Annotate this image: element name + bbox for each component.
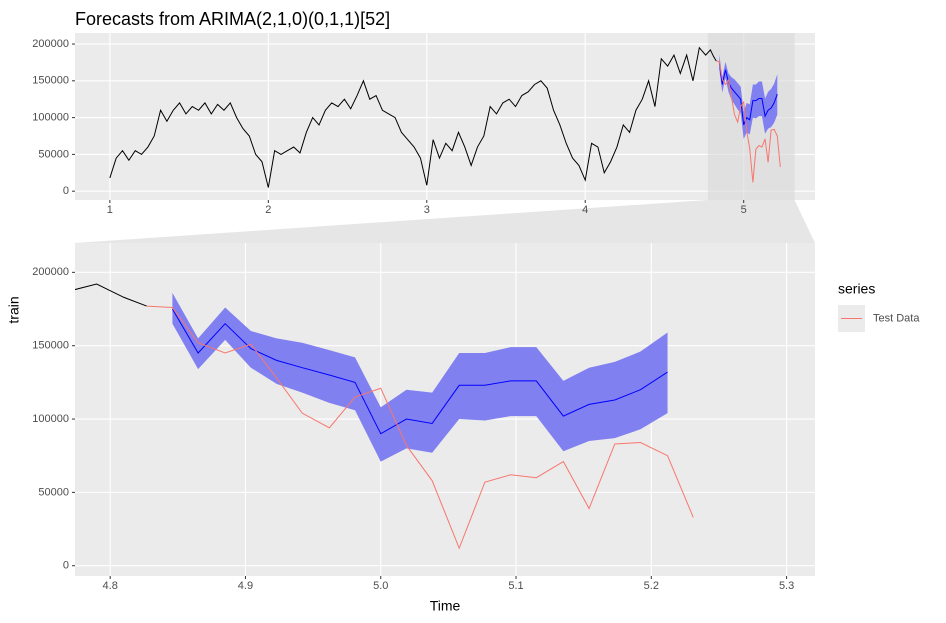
plot-area: [109, 46, 781, 188]
y-tick-label: 50000: [38, 486, 69, 498]
x-tick-label: 5.3: [779, 580, 794, 592]
legend-label: Test Data: [873, 312, 920, 324]
x-tick-label: 4: [582, 204, 588, 216]
x-tick-label: 3: [424, 204, 430, 216]
x-tick-label: 4.8: [103, 580, 118, 592]
series-line: [109, 46, 717, 188]
y-tick-label: 100000: [32, 413, 69, 425]
x-tick-label: 5: [741, 204, 747, 216]
x-tick-label: 5.1: [508, 580, 523, 592]
y-tick-label: 100000: [32, 112, 69, 124]
y-tick-label: 0: [63, 185, 69, 197]
x-tick-label: 5.0: [373, 580, 388, 592]
x-tick-label: 2: [265, 204, 271, 216]
y-tick-label: 150000: [32, 340, 69, 352]
series-line: [716, 60, 781, 183]
y-tick-label: 200000: [32, 266, 69, 278]
prediction-band: [719, 54, 778, 139]
x-tick-label: 4.9: [238, 580, 253, 592]
x-tick-label: 5.2: [644, 580, 659, 592]
x-axis-label: Time: [430, 598, 461, 614]
y-axis-label: train: [6, 296, 22, 323]
y-tick-label: 200000: [32, 38, 69, 50]
y-tick-label: 150000: [32, 75, 69, 87]
x-tick-label: 1: [107, 204, 113, 216]
chart-title: Forecasts from ARIMA(2,1,0)(0,1,1)[52]: [75, 9, 390, 29]
plot-area: [75, 283, 694, 550]
legend-title: series: [838, 281, 875, 297]
y-tick-label: 0: [63, 560, 69, 572]
zoom-connector: [75, 200, 815, 243]
series-line: [146, 305, 694, 550]
panel-background: [75, 33, 815, 200]
prediction-band: [172, 292, 668, 462]
y-tick-label: 50000: [38, 148, 69, 160]
